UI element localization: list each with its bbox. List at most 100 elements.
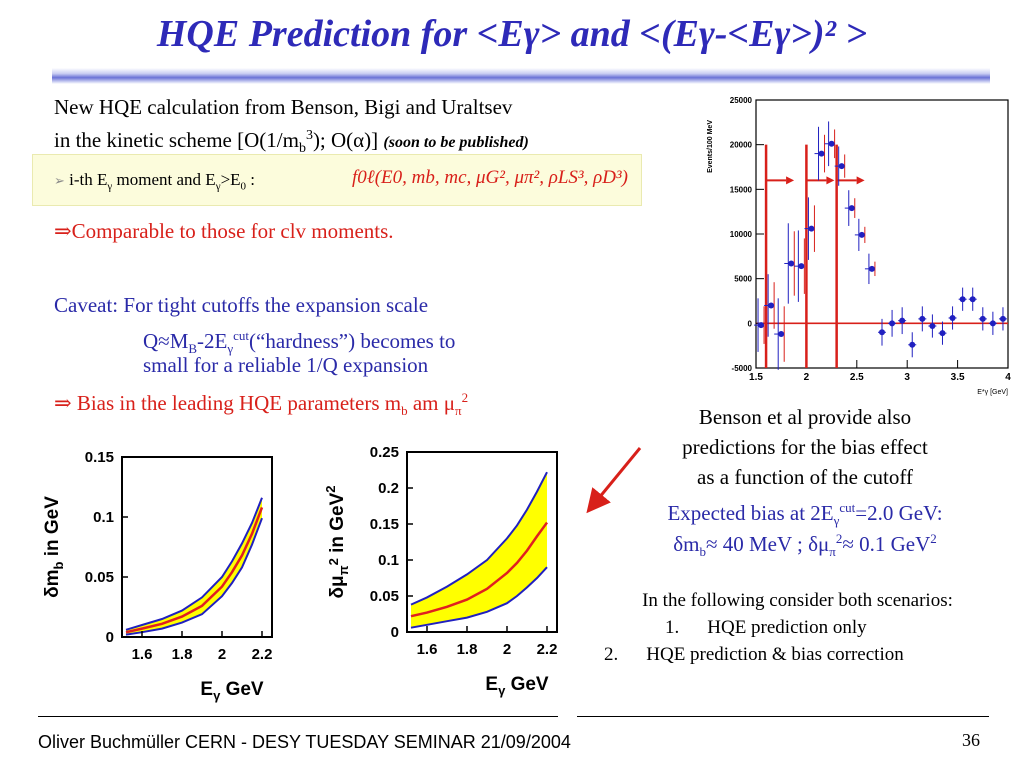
cut-arrowhead [856, 176, 865, 185]
y-tick-label: 0.25 [370, 444, 399, 461]
central-curve [125, 506, 264, 634]
benson-line-2: predictions for the bias effect [682, 435, 928, 459]
data-point [818, 150, 825, 157]
x-tick-label: 1.5 [749, 372, 763, 383]
data-point [778, 331, 785, 338]
y-axis-label: δmb in GeV [42, 496, 66, 598]
y-axis-label: δμπ2 in GeV2 [323, 485, 351, 598]
y-tick-label: 5000 [734, 275, 752, 284]
x-tick-label: 3 [904, 372, 910, 383]
x-tick-label: 2 [218, 646, 226, 663]
intro-line-1: New HQE calculation from Benson, Bigi an… [54, 95, 513, 119]
x-tick-label: 2 [804, 372, 810, 383]
data-point [838, 163, 845, 170]
band-edge-lower [125, 517, 263, 636]
comparable-statement: ⇒Comparable to those for clv moments. [54, 219, 394, 243]
moment-line: ➢ i-th Eγ moment and Eγ>E0 : [54, 170, 256, 193]
delta-mb-chart: 0 0.05 0.1 0.15 1.6 1.8 2 2.2 Eγ GeV δmb in GeV [42, 449, 273, 703]
data-point [909, 341, 916, 348]
data-point [798, 263, 805, 270]
intro-line-2: in the kinetic scheme [O(1/mb3); O(α)] (… [54, 128, 529, 157]
moment-formula: f0ℓ(E0, mb, mc, μG², μπ², ρLS³, ρD³) [352, 167, 628, 188]
x-tick-label: 2 [503, 641, 511, 658]
footer-rule-right [577, 716, 989, 717]
delta-mupi-chart: 0 0.05 0.1 0.15 0.2 0.25 1.6 1.8 2 2.2 Eγ GeV δμπ2 … [323, 444, 558, 698]
expected-bias-line: Expected bias at 2Eγcut=2.0 GeV: [667, 500, 943, 529]
x-tick-label: 1.6 [132, 646, 153, 663]
footer-rule-left [38, 716, 558, 717]
scenario-2: 2. HQE prediction & bias correction [604, 644, 904, 665]
slide-title: HQE Prediction for <Eγ> and <(Eγ-<Eγ>)² … [156, 13, 868, 55]
pointer-arrow [586, 447, 642, 514]
caveat-line-3: small for a reliable 1/Q expansion [143, 353, 429, 377]
caveat-line-1: Caveat: For tight cutoffs the expansion … [54, 293, 429, 317]
band-edge-lower [410, 566, 548, 629]
data-point [989, 320, 996, 327]
cut-arrowhead [826, 176, 835, 185]
y-tick-label: 0 [391, 624, 399, 641]
data-point [889, 320, 896, 327]
scenarios-heading: In the following consider both scenarios… [642, 590, 953, 611]
moment-box [32, 154, 642, 206]
y-tick-label: 0.15 [370, 516, 399, 533]
data-point [808, 225, 815, 232]
events-histogram-chart: -5000 0 5000 10000 15000 20000 25000 1.5 2 2.5 3 3.… [707, 96, 1011, 396]
data-point [999, 315, 1006, 322]
data-point [959, 296, 966, 303]
y-tick-label: 0 [748, 319, 753, 328]
band-edge-upper [125, 497, 263, 631]
x-tick-label: 2.2 [537, 641, 558, 658]
y-tick-label: 15000 [730, 185, 753, 194]
data-point [768, 302, 775, 309]
data-point [868, 265, 875, 272]
y-tick-label: 0.2 [378, 480, 399, 497]
data-point [949, 314, 956, 321]
x-tick-label: 4 [1005, 372, 1011, 383]
data-point [858, 231, 865, 238]
scenario-1: 1. HQE prediction only [665, 617, 867, 638]
band-edge-upper [410, 471, 548, 606]
y-tick-label: 0.05 [370, 588, 399, 605]
data-point [939, 330, 946, 337]
data-point [879, 329, 885, 336]
central-curve [410, 521, 549, 618]
data-point [919, 315, 926, 322]
x-tick-label: 2.2 [252, 646, 273, 663]
data-point [929, 323, 936, 330]
x-tick-label: 1.6 [417, 641, 438, 658]
y-tick-label: 0.15 [85, 449, 114, 466]
y-tick-label: 25000 [730, 96, 753, 105]
footer-text: Oliver Buchmüller CERN - DESY TUESDAY SE… [38, 732, 571, 752]
x-tick-label: 3.5 [951, 372, 965, 383]
bias-statement: ⇒ Bias in the leading HQE parameters mb … [54, 390, 469, 419]
bias-values-line: δmb≈ 40 MeV ; δμπ2≈ 0.1 GeV2 [673, 531, 937, 560]
bullet-icon: ➢ [54, 173, 65, 188]
y-tick-label: -5000 [732, 364, 753, 373]
soon-published-note: (soon to be published) [383, 134, 529, 151]
title-underline-bar [52, 68, 990, 84]
data-point [899, 317, 906, 324]
data-point [979, 315, 986, 322]
benson-line-3: as a function of the cutoff [697, 465, 913, 489]
y-tick-label: 0.1 [378, 552, 399, 569]
cut-arrowhead [786, 176, 795, 185]
x-tick-label: 2.5 [850, 372, 864, 383]
x-axis-label: Eγ GeV [200, 679, 264, 703]
data-point [828, 140, 835, 147]
y-tick-label: 0.1 [93, 509, 114, 526]
x-axis-label: Eγ GeV [485, 674, 549, 698]
y-tick-label: 0.05 [85, 569, 114, 586]
y-tick-label: 20000 [730, 141, 753, 150]
x-tick-label: 1.8 [172, 646, 193, 663]
x-tick-label: 1.8 [457, 641, 478, 658]
x-axis-label: E*γ [GeV] [977, 389, 1008, 396]
benson-line-1: Benson et al provide also [698, 405, 912, 429]
data-point [758, 322, 765, 329]
caveat-line-2: Q≈MB-2Eγcut(“hardness”) becomes to [143, 328, 456, 357]
y-tick-label: 0 [106, 629, 114, 646]
data-point [969, 296, 976, 303]
data-point [848, 205, 855, 212]
y-tick-label: 10000 [730, 230, 753, 239]
data-point [788, 260, 795, 267]
page-number: 36 [962, 730, 980, 750]
